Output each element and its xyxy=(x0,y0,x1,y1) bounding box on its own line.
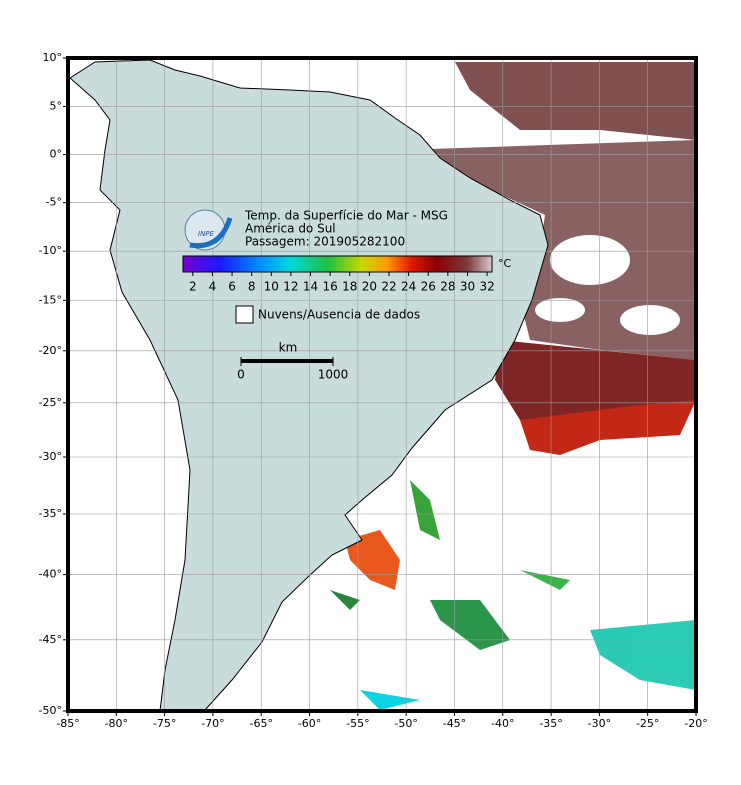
lon-tick-label: -60° xyxy=(298,717,321,730)
title-line: Temp. da Superfície do Mar - MSG xyxy=(244,209,448,223)
lat-tick-label: -30° xyxy=(39,450,62,463)
colorbar-tick-label: 8 xyxy=(248,280,256,294)
colorbar-tick-label: 12 xyxy=(283,280,298,294)
lat-tick-label: -5° xyxy=(46,196,62,209)
lat-tick-label: -35° xyxy=(39,507,62,520)
lat-tick-label: -25° xyxy=(39,396,62,409)
colorbar-tick-label: 10 xyxy=(264,280,279,294)
colorbar-tick-label: 18 xyxy=(342,280,357,294)
colorbar-tick-label: 16 xyxy=(323,280,338,294)
lon-tick-label: -65° xyxy=(249,717,272,730)
lat-tick-label: -20° xyxy=(39,344,62,357)
lon-tick-label: -20° xyxy=(684,717,707,730)
colorbar-unit: °C xyxy=(498,257,512,270)
lon-tick-label: -50° xyxy=(394,717,417,730)
lat-tick-label: -10° xyxy=(39,244,62,257)
colorbar-tick-label: 26 xyxy=(421,280,436,294)
scale-tick-label: 1000 xyxy=(318,368,349,382)
lon-tick-label: -80° xyxy=(105,717,128,730)
scale-unit: km xyxy=(279,341,298,355)
lon-tick-label: -40° xyxy=(491,717,514,730)
colorbar-tick-label: 6 xyxy=(228,280,236,294)
lat-tick-label: 0° xyxy=(50,148,63,161)
lat-tick-label: -45° xyxy=(39,633,62,646)
colorbar-tick-label: 30 xyxy=(460,280,475,294)
lat-tick-label: 5° xyxy=(50,99,63,112)
lon-tick-label: -85° xyxy=(56,717,79,730)
lat-tick-label: 10° xyxy=(43,51,63,64)
lat-tick-label: -15° xyxy=(39,293,62,306)
scale-bar xyxy=(241,359,333,363)
title-line: Passagem: 201905282100 xyxy=(245,235,405,249)
map-frame xyxy=(66,56,698,713)
lon-tick-label: -45° xyxy=(443,717,466,730)
lat-tick-label: -40° xyxy=(39,568,62,581)
lon-tick-label: -25° xyxy=(636,717,659,730)
lon-tick-label: -55° xyxy=(346,717,369,730)
title-line: América do Sul xyxy=(245,222,336,236)
scale: 0 1000 xyxy=(237,357,348,382)
logo-text: INPE xyxy=(198,230,215,238)
lon-tick-label: -70° xyxy=(201,717,224,730)
logo: INPE xyxy=(184,209,233,251)
legend-label: Nuvens/Ausencia de dados xyxy=(258,308,420,322)
colorbar-tick-label: 22 xyxy=(381,280,396,294)
colorbar-tick-label: 4 xyxy=(209,280,217,294)
colorbar-tick-label: 14 xyxy=(303,280,318,294)
lon-tick-label: -30° xyxy=(588,717,611,730)
scale-tick-label: 0 xyxy=(237,368,245,382)
lon-tick-label: -35° xyxy=(539,717,562,730)
colorbar-tick-label: 24 xyxy=(401,280,416,294)
lon-tick-label: -75° xyxy=(153,717,176,730)
colorbar xyxy=(182,255,493,273)
legend-swatch xyxy=(235,305,254,324)
lat-tick-label: -50° xyxy=(39,704,62,717)
sst-field xyxy=(330,62,696,710)
colorbar-tick-label: 32 xyxy=(479,280,494,294)
colorbar-tick-label: 2 xyxy=(189,280,197,294)
colorbar-tick-label: 28 xyxy=(440,280,455,294)
colorbar-tick-label: 20 xyxy=(362,280,377,294)
